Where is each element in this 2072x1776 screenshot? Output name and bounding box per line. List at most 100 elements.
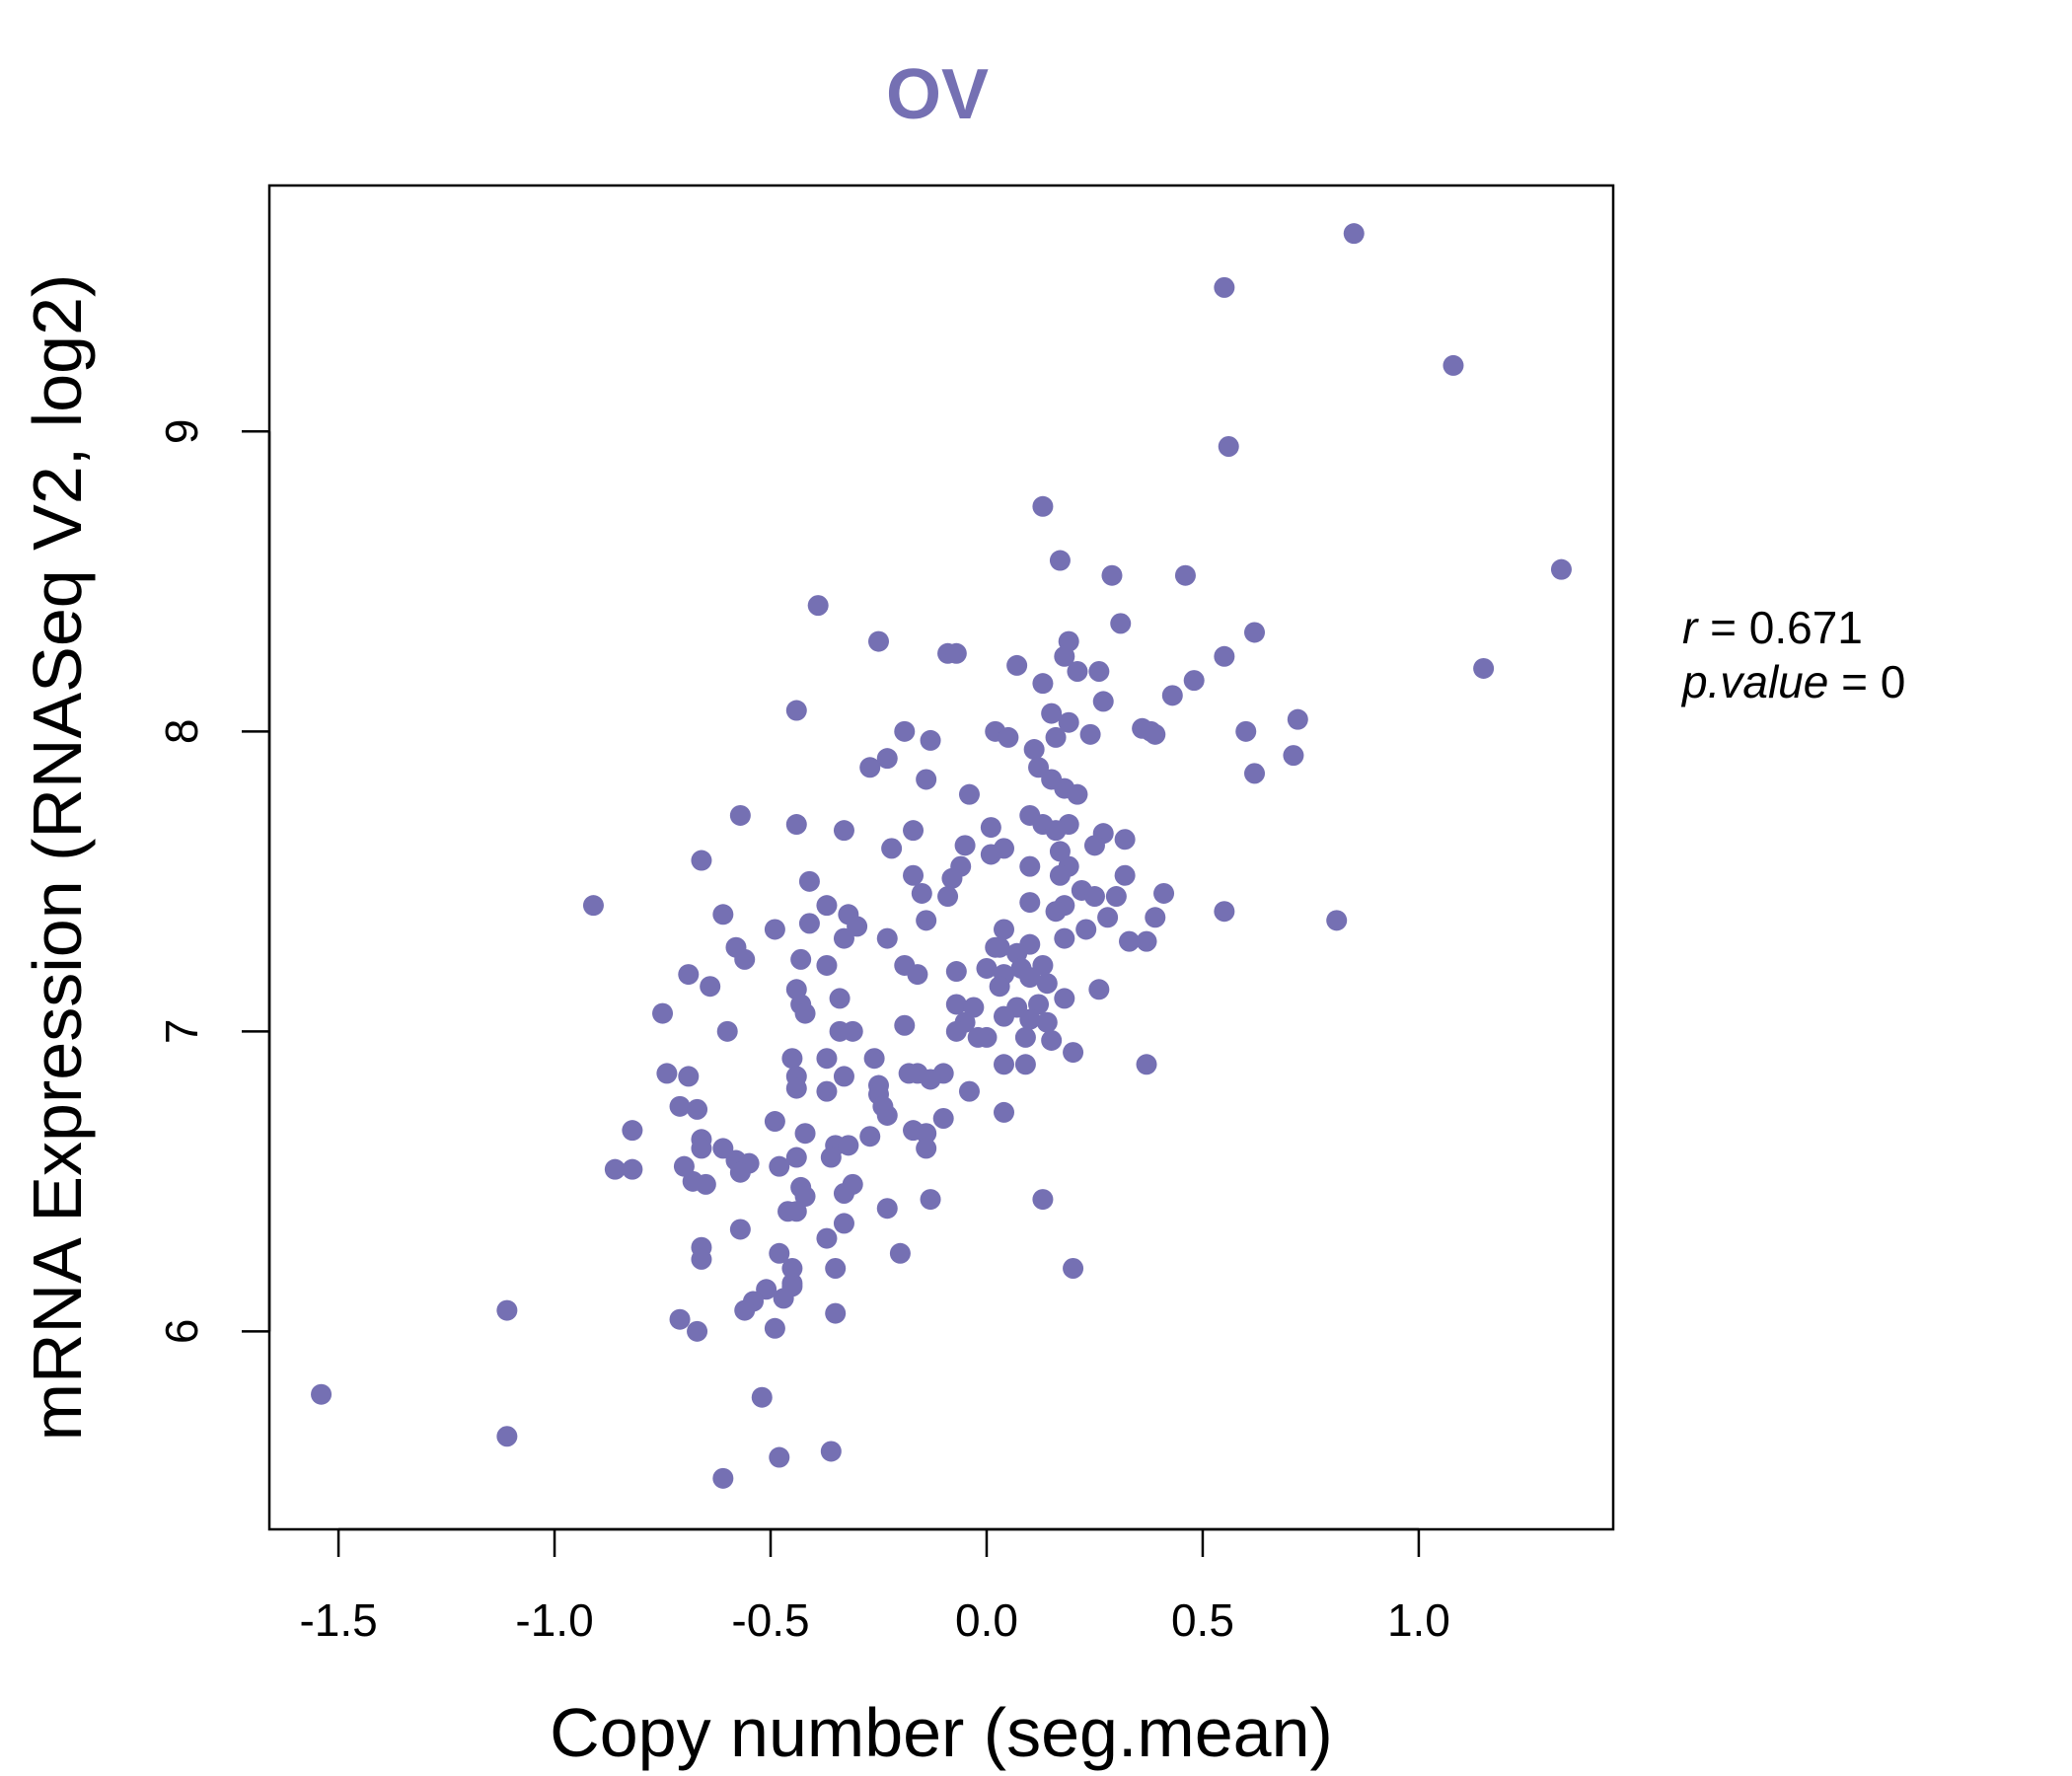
data-point xyxy=(1045,726,1067,748)
data-point xyxy=(920,729,941,751)
data-point xyxy=(794,1186,816,1208)
y-tick-label: 8 xyxy=(156,719,207,745)
data-point xyxy=(916,769,937,790)
data-point xyxy=(920,1069,941,1090)
data-point xyxy=(1105,886,1127,908)
data-point xyxy=(945,994,967,1015)
data-point xyxy=(958,1080,980,1102)
data-point xyxy=(1097,907,1119,928)
data-point xyxy=(781,1048,803,1070)
data-point xyxy=(622,1120,643,1142)
data-point xyxy=(1101,564,1123,586)
x-axis: -1.5 -1.0 -0.5 0.0 0.5 1.0 xyxy=(299,1527,1450,1646)
data-point xyxy=(1019,855,1041,877)
data-point xyxy=(1214,901,1235,923)
data-point xyxy=(785,700,807,721)
data-point xyxy=(773,1288,794,1309)
data-point xyxy=(894,720,916,742)
data-point xyxy=(967,1026,989,1048)
data-point xyxy=(1058,711,1079,733)
data-point xyxy=(794,1002,816,1024)
data-point xyxy=(769,1446,790,1468)
data-point xyxy=(1114,864,1136,886)
data-point xyxy=(907,964,928,986)
data-point xyxy=(833,927,854,949)
data-point xyxy=(604,1158,626,1180)
data-point xyxy=(816,1227,838,1249)
data-point xyxy=(941,867,963,889)
stat-r-value: 0.671 xyxy=(1749,602,1863,653)
data-point xyxy=(920,1189,941,1211)
data-point xyxy=(859,757,881,778)
data-point xyxy=(1063,1258,1084,1280)
y-axis-label: mRNA Expression (RNASeq V2, log2) xyxy=(19,274,96,1442)
data-point xyxy=(1063,1042,1084,1064)
data-point xyxy=(716,1020,738,1042)
data-point xyxy=(989,976,1010,998)
data-point xyxy=(976,957,998,979)
data-point xyxy=(311,1383,333,1405)
data-point xyxy=(1067,783,1088,805)
data-point xyxy=(820,1441,842,1462)
data-point xyxy=(1174,564,1196,586)
data-point xyxy=(1079,723,1101,745)
data-point xyxy=(781,1258,803,1280)
data-point xyxy=(1119,930,1141,952)
data-point xyxy=(1443,354,1464,376)
data-point xyxy=(1045,901,1067,923)
data-point xyxy=(1287,708,1308,730)
data-point xyxy=(764,1111,785,1133)
data-point xyxy=(1244,622,1266,643)
data-point xyxy=(1049,841,1071,862)
data-point xyxy=(1088,979,1110,1000)
data-point xyxy=(785,1077,807,1099)
data-point xyxy=(798,870,820,892)
data-point xyxy=(1014,1026,1036,1048)
data-point xyxy=(669,1095,691,1117)
data-point xyxy=(863,1048,885,1070)
data-point xyxy=(833,820,854,842)
data-point xyxy=(876,927,898,949)
data-point xyxy=(729,1219,751,1240)
data-point xyxy=(937,886,959,908)
data-point xyxy=(825,1302,847,1324)
data-point xyxy=(833,1213,854,1234)
data-point xyxy=(1235,720,1257,742)
x-tick-label: 1.0 xyxy=(1387,1594,1450,1646)
data-point xyxy=(582,895,604,917)
data-point xyxy=(734,948,756,970)
data-point xyxy=(1054,988,1075,1009)
data-point xyxy=(945,642,967,664)
data-point xyxy=(1036,973,1058,995)
data-point xyxy=(954,835,976,856)
data-point xyxy=(881,838,903,859)
data-point xyxy=(833,1066,854,1087)
data-point xyxy=(691,1138,712,1159)
data-point xyxy=(994,919,1015,940)
data-point xyxy=(1244,763,1266,784)
data-point xyxy=(994,1005,1015,1027)
data-point xyxy=(903,864,925,886)
data-point xyxy=(1218,435,1239,457)
data-point xyxy=(1183,670,1205,692)
data-point xyxy=(1214,276,1235,298)
data-point xyxy=(1041,703,1063,724)
data-point xyxy=(669,1308,691,1330)
data-points xyxy=(311,223,1572,1489)
data-point xyxy=(1083,835,1105,856)
data-point xyxy=(794,1123,816,1145)
data-point xyxy=(1075,919,1097,940)
data-point xyxy=(894,1014,916,1036)
data-point xyxy=(769,1242,790,1264)
data-point xyxy=(734,1299,756,1321)
data-point xyxy=(889,1242,911,1264)
data-point xyxy=(1067,661,1088,683)
data-point xyxy=(916,1123,937,1145)
x-tick-label: -1.0 xyxy=(515,1594,593,1646)
data-point xyxy=(1014,1054,1036,1075)
data-point xyxy=(1054,927,1075,949)
data-point xyxy=(769,1155,790,1177)
data-point xyxy=(496,1299,518,1321)
data-point xyxy=(945,1020,967,1042)
